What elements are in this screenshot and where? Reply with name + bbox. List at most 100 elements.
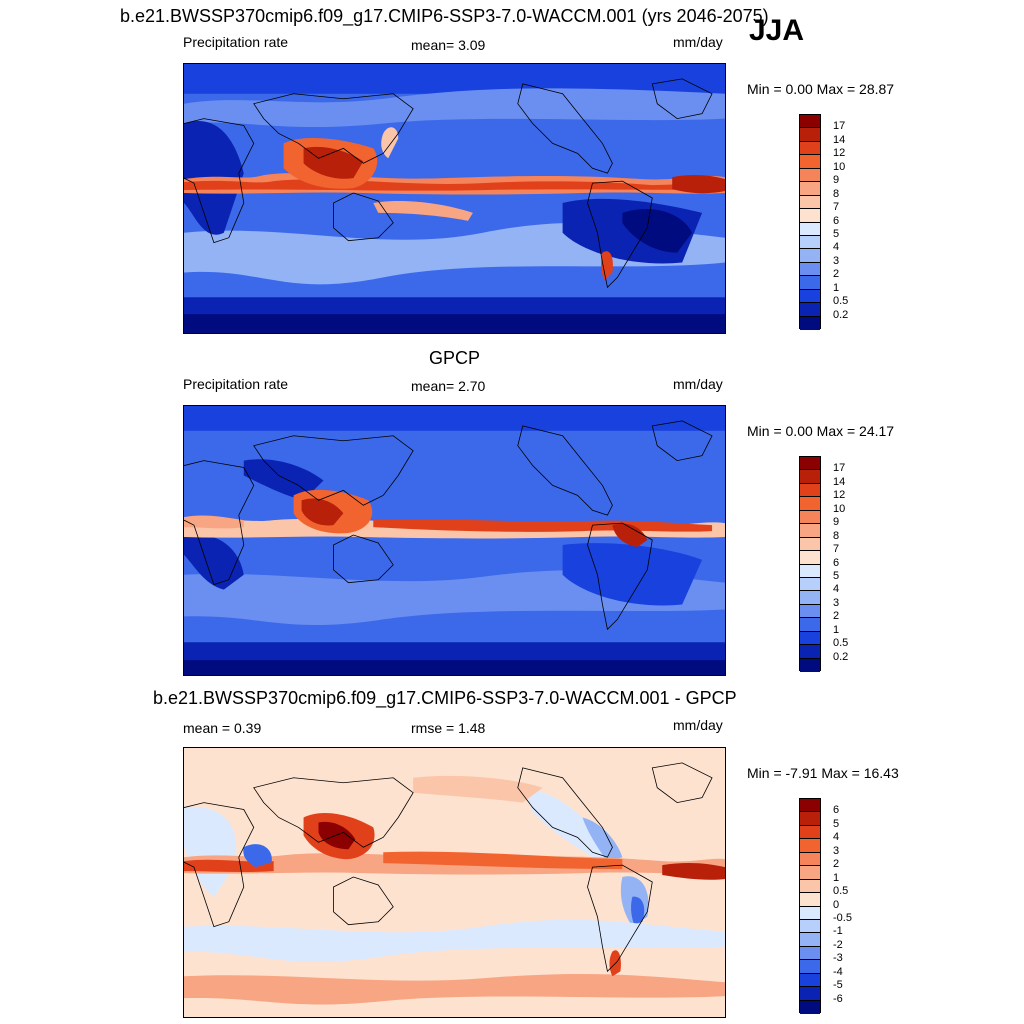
colorbar-segment (800, 316, 820, 330)
colorbar-segment (800, 839, 820, 853)
panel2-minmax-label: Min = 0.00 Max = 24.17 (747, 423, 895, 439)
colorbar-tick-label: 4 (833, 583, 840, 596)
colorbar-segment (800, 497, 820, 511)
colorbar-tick-label: 2 (833, 610, 840, 623)
panel2-variable-label: Precipitation rate (183, 376, 289, 392)
panel3-rmse-label: rmse = 1.48 (411, 720, 486, 736)
colorbar-segment (800, 303, 820, 317)
colorbar-segment (800, 457, 820, 471)
colorbar-tick-label: -2 (833, 938, 843, 951)
colorbar-tick-label: 0.5 (833, 637, 849, 650)
colorbar-tick-label: 10 (833, 160, 846, 173)
colorbar-tick-label: 14 (833, 475, 846, 488)
colorbar-tick-label: 7 (833, 543, 840, 556)
colorbar-tick-label: 1 (833, 281, 840, 294)
colorbar-segment (800, 631, 820, 646)
colorbar-segment (800, 591, 820, 605)
colorbar-tick-label: -4 (833, 965, 843, 978)
colorbar-tick-label: 12 (833, 489, 846, 502)
panel2-title: GPCP (429, 348, 481, 368)
panel3-map (183, 747, 726, 1018)
colorbar-segment (800, 604, 820, 619)
panel2-map (183, 405, 726, 676)
colorbar-tick-label: 1 (833, 623, 840, 636)
colorbar-segment (800, 852, 820, 867)
colorbar-tick-label: 0 (833, 898, 840, 911)
colorbar-tick-label: 4 (833, 831, 840, 844)
panel1-colorbar (799, 114, 821, 330)
panel2-units-label: mm/day (673, 376, 723, 392)
colorbar-tick-label: 8 (833, 187, 840, 200)
colorbar-segment (800, 249, 820, 263)
colorbar-segment (800, 812, 820, 826)
colorbar-segment (800, 235, 820, 250)
colorbar-tick-label: -1 (833, 925, 843, 938)
colorbar-segment (800, 906, 820, 920)
panel1-map (183, 63, 726, 334)
colorbar-segment (800, 128, 820, 142)
panel3-minmax-label: Min = -7.91 Max = 16.43 (747, 765, 899, 781)
colorbar-tick-label: 17 (833, 120, 846, 133)
panel2-mean-label: mean= 2.70 (411, 378, 486, 394)
colorbar-segment (800, 893, 820, 907)
colorbar-segment (800, 470, 820, 484)
colorbar-segment (800, 933, 820, 947)
colorbar-tick-label: 17 (833, 462, 846, 475)
panel3-mean-label: mean = 0.39 (183, 720, 262, 736)
colorbar-tick-label: 2 (833, 858, 840, 871)
colorbar-tick-label: 12 (833, 147, 846, 160)
colorbar-segment (800, 645, 820, 659)
colorbar-tick-label: 3 (833, 596, 840, 609)
panel1-mean-label: mean= 3.09 (411, 37, 486, 53)
colorbar-segment (800, 524, 820, 538)
colorbar-tick-label: 3 (833, 844, 840, 857)
colorbar-tick-label: -3 (833, 952, 843, 965)
colorbar-tick-label: 8 (833, 529, 840, 542)
colorbar-tick-label: 2 (833, 268, 840, 281)
colorbar-tick-label: 0.2 (833, 308, 849, 321)
colorbar-segment (800, 577, 820, 592)
colorbar-segment (800, 551, 820, 565)
colorbar-tick-label: 0.2 (833, 650, 849, 663)
colorbar-segment (800, 799, 820, 813)
colorbar-tick-label: 9 (833, 174, 840, 187)
colorbar-segment (800, 987, 820, 1001)
colorbar-segment (800, 825, 820, 840)
colorbar-tick-label: 7 (833, 201, 840, 214)
colorbar-tick-label: 5 (833, 817, 840, 830)
colorbar-tick-label: 5 (833, 227, 840, 240)
colorbar-tick-label: 0.5 (833, 295, 849, 308)
panel1-minmax-label: Min = 0.00 Max = 28.87 (747, 81, 895, 97)
colorbar-tick-label: 9 (833, 516, 840, 529)
colorbar-tick-label: 4 (833, 241, 840, 254)
colorbar-tick-label: 6 (833, 556, 840, 569)
colorbar-tick-label: 10 (833, 502, 846, 515)
colorbar-segment (800, 483, 820, 498)
colorbar-tick-label: 3 (833, 254, 840, 267)
colorbar-tick-label: 6 (833, 214, 840, 227)
colorbar-segment (800, 510, 820, 525)
panel1-variable-label: Precipitation rate (183, 34, 289, 50)
panel3-title: b.e21.BWSSP370cmip6.f09_g17.CMIP6-SSP3-7… (153, 688, 737, 708)
colorbar-tick-label: 14 (833, 133, 846, 146)
panel3-units-label: mm/day (673, 717, 723, 733)
colorbar-tick-label: 5 (833, 569, 840, 582)
colorbar-segment (800, 658, 820, 672)
panel1-title: b.e21.BWSSP370cmip6.f09_g17.CMIP6-SSP3-7… (120, 6, 769, 26)
panel1-units-label: mm/day (673, 34, 723, 50)
colorbar-segment (800, 276, 820, 290)
colorbar-segment (800, 141, 820, 156)
colorbar-segment (800, 289, 820, 304)
colorbar-segment (800, 115, 820, 129)
colorbar-segment (800, 866, 820, 880)
colorbar-segment (800, 946, 820, 961)
panel3-colorbar (799, 798, 821, 1014)
colorbar-tick-label: -5 (833, 979, 843, 992)
season-label: JJA (749, 14, 805, 47)
panel2-colorbar (799, 456, 821, 672)
colorbar-segment (800, 879, 820, 894)
colorbar-segment (800, 195, 820, 210)
colorbar-segment (800, 618, 820, 632)
colorbar-segment (800, 168, 820, 183)
colorbar-segment (800, 209, 820, 223)
